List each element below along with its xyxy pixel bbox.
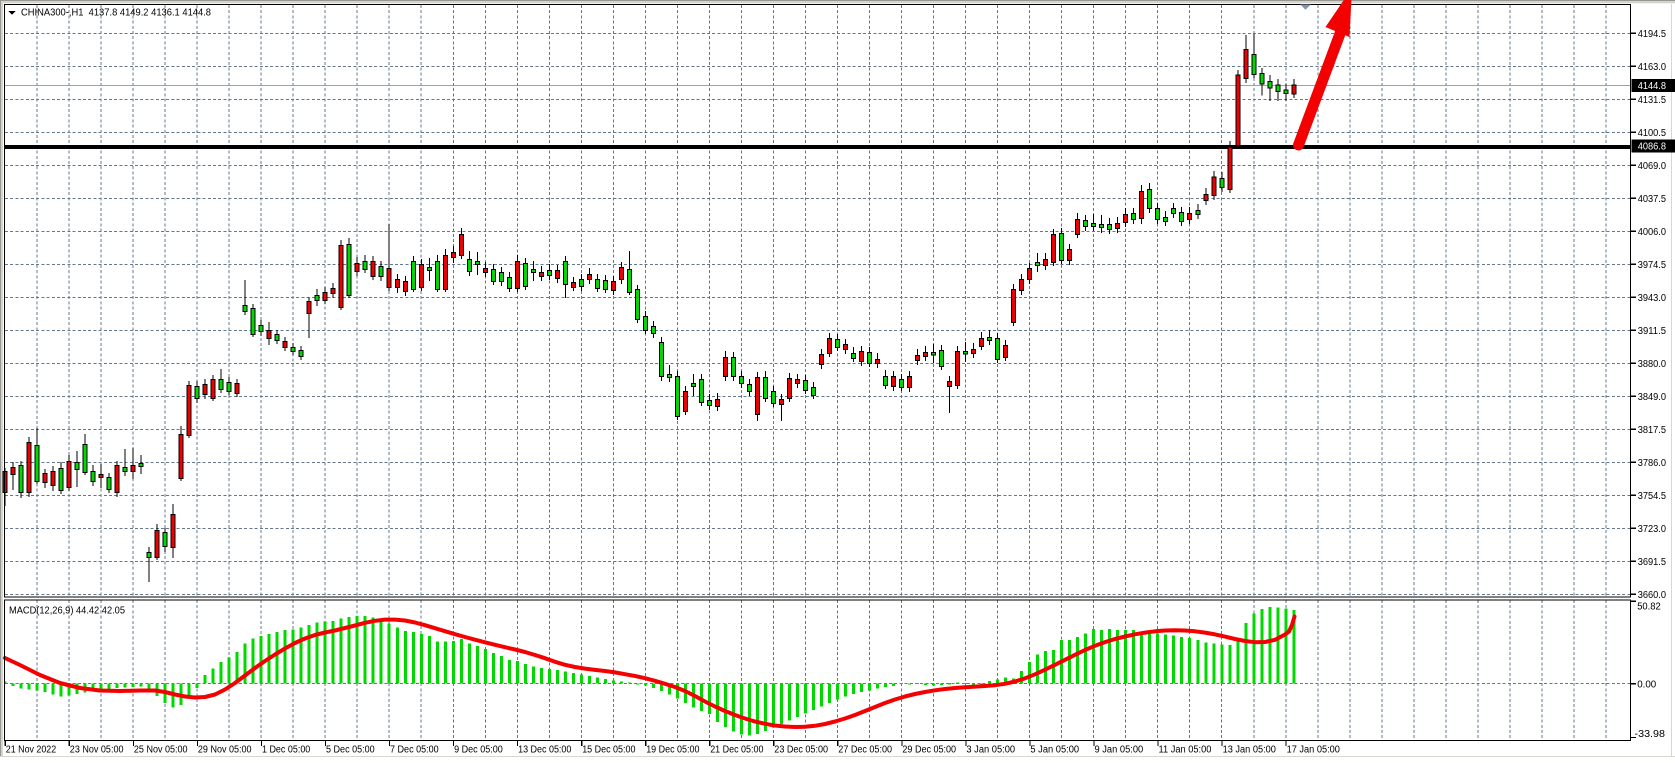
svg-text:27 Dec 05:00: 27 Dec 05:00 bbox=[838, 744, 892, 755]
svg-text:23 Nov 05:00: 23 Nov 05:00 bbox=[70, 744, 124, 755]
svg-text:15 Dec 05:00: 15 Dec 05:00 bbox=[582, 744, 636, 755]
svg-text:29 Nov 05:00: 29 Nov 05:00 bbox=[198, 744, 252, 755]
svg-text:13 Dec 05:00: 13 Dec 05:00 bbox=[518, 744, 572, 755]
svg-text:5 Dec 05:00: 5 Dec 05:00 bbox=[326, 744, 375, 755]
svg-text:25 Nov 05:00: 25 Nov 05:00 bbox=[134, 744, 188, 755]
svg-text:3880.0: 3880.0 bbox=[1638, 359, 1667, 370]
svg-text:4069.0: 4069.0 bbox=[1638, 161, 1667, 172]
svg-text:1 Dec 05:00: 1 Dec 05:00 bbox=[262, 744, 311, 755]
svg-text:19 Dec 05:00: 19 Dec 05:00 bbox=[646, 744, 700, 755]
svg-text:7 Dec 05:00: 7 Dec 05:00 bbox=[390, 744, 439, 755]
svg-text:4086.8: 4086.8 bbox=[1638, 142, 1667, 153]
svg-text:17 Jan 05:00: 17 Jan 05:00 bbox=[1287, 744, 1341, 755]
svg-text:CHINA300-,H1 4137.8 4149.2 41: CHINA300-,H1 4137.8 4149.2 4136.1 4144.8 bbox=[21, 6, 211, 18]
svg-text:3849.0: 3849.0 bbox=[1638, 392, 1667, 403]
svg-text:3 Jan 05:00: 3 Jan 05:00 bbox=[966, 744, 1015, 755]
svg-text:50.82: 50.82 bbox=[1637, 601, 1661, 612]
svg-text:-33.98: -33.98 bbox=[1635, 729, 1666, 740]
svg-text:21 Dec 05:00: 21 Dec 05:00 bbox=[710, 744, 764, 755]
svg-text:3691.5: 3691.5 bbox=[1638, 557, 1667, 568]
svg-text:0.00: 0.00 bbox=[1637, 679, 1656, 690]
svg-text:4163.0: 4163.0 bbox=[1638, 62, 1667, 73]
svg-text:23 Dec 05:00: 23 Dec 05:00 bbox=[774, 744, 828, 755]
svg-text:3754.5: 3754.5 bbox=[1638, 491, 1667, 502]
svg-text:29 Dec 05:00: 29 Dec 05:00 bbox=[902, 744, 956, 755]
svg-text:3786.0: 3786.0 bbox=[1638, 458, 1667, 469]
svg-text:4006.0: 4006.0 bbox=[1638, 227, 1667, 238]
svg-text:3974.5: 3974.5 bbox=[1638, 260, 1667, 271]
svg-text:9 Dec 05:00: 9 Dec 05:00 bbox=[454, 744, 503, 755]
svg-text:4194.5: 4194.5 bbox=[1638, 29, 1667, 40]
svg-text:21 Nov 2022: 21 Nov 2022 bbox=[6, 744, 57, 755]
svg-text:3943.0: 3943.0 bbox=[1638, 293, 1667, 304]
svg-text:11 Jan 05:00: 11 Jan 05:00 bbox=[1159, 744, 1212, 755]
svg-text:4131.5: 4131.5 bbox=[1638, 95, 1667, 106]
svg-text:3817.5: 3817.5 bbox=[1638, 425, 1667, 436]
svg-text:4100.5: 4100.5 bbox=[1638, 128, 1667, 139]
svg-text:3660.0: 3660.0 bbox=[1638, 590, 1667, 601]
svg-text:3911.5: 3911.5 bbox=[1638, 326, 1667, 337]
svg-text:4144.8: 4144.8 bbox=[1638, 81, 1667, 92]
svg-text:5 Jan 05:00: 5 Jan 05:00 bbox=[1030, 744, 1079, 755]
svg-text:9 Jan 05:00: 9 Jan 05:00 bbox=[1095, 744, 1144, 755]
svg-text:13 Jan 05:00: 13 Jan 05:00 bbox=[1223, 744, 1277, 755]
svg-text:MACD(12,26,9) 44.42 42.05: MACD(12,26,9) 44.42 42.05 bbox=[9, 605, 125, 617]
svg-text:4037.5: 4037.5 bbox=[1638, 194, 1667, 205]
svg-text:3723.0: 3723.0 bbox=[1638, 524, 1667, 535]
